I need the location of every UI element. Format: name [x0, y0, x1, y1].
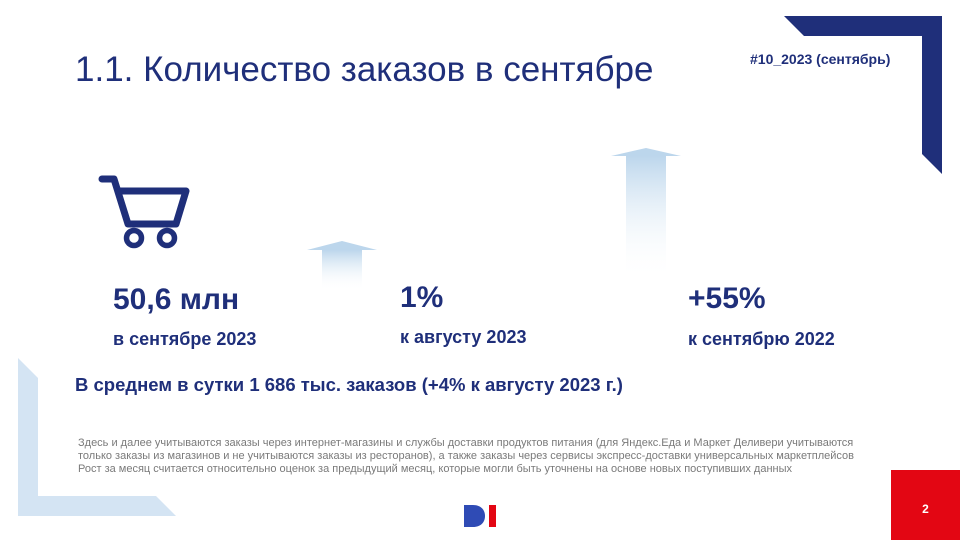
daily-average-text: В среднем в сутки 1 686 тыс. заказов (+4…: [75, 374, 623, 395]
footnote-line: Рост за месяц считается относительно оце…: [78, 463, 793, 475]
frame-corner-top-right: [784, 16, 942, 174]
metric-value-orders: 50,6 млн: [113, 283, 240, 316]
issue-label: #10_2023 (сентябрь): [750, 51, 891, 67]
arrow-up-icon: [611, 148, 681, 280]
page-number-box: [891, 470, 960, 540]
metric-caption-yoy: к сентябрю 2022: [688, 329, 835, 349]
shopping-cart-icon: [98, 175, 190, 249]
footnotes: Здесь и далее учитываются заказы через и…: [78, 437, 868, 476]
metric-caption-mom: к августу 2023: [400, 327, 527, 347]
metric-value-yoy: +55%: [688, 282, 766, 315]
footnote-line: Здесь и далее учитываются заказы через и…: [78, 437, 854, 462]
page-number: 2: [922, 502, 929, 516]
arrow-up-icon: [307, 241, 377, 291]
frame-corner-bottom-left: [18, 358, 176, 516]
metric-caption-orders: в сентябре 2023: [113, 329, 257, 349]
di-logo: [464, 505, 496, 527]
page-title: 1.1. Количество заказов в сентябре: [75, 50, 654, 89]
metric-value-mom: 1%: [400, 281, 444, 314]
